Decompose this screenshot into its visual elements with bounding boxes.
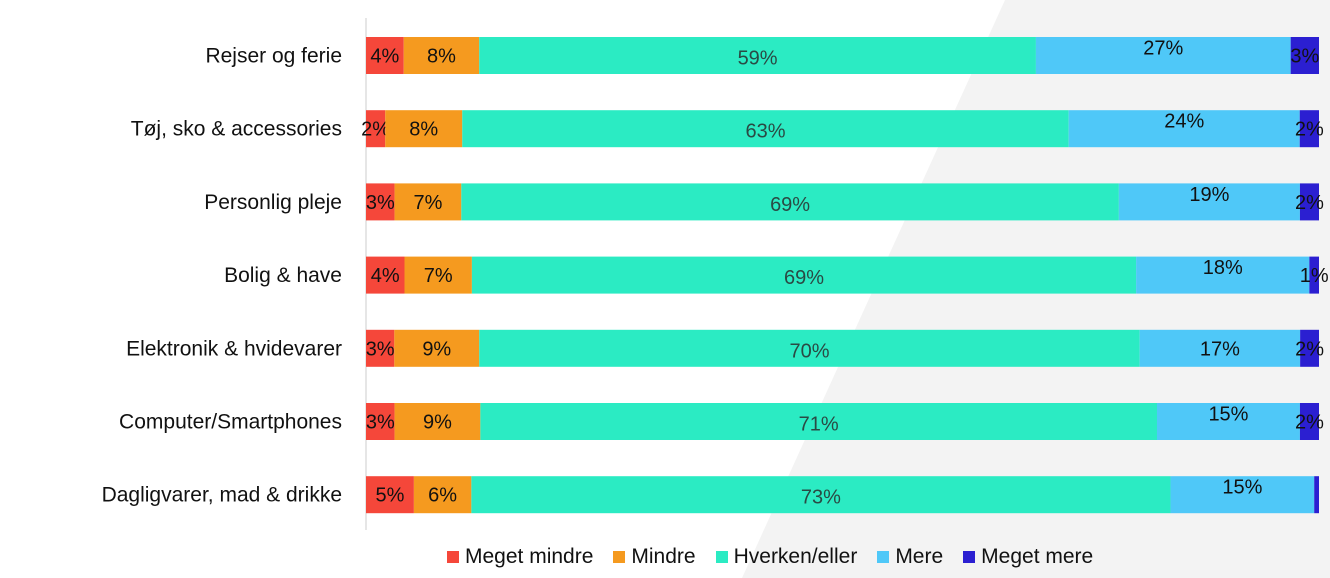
data-label: 7%	[413, 192, 442, 214]
legend-label: Meget mere	[981, 545, 1094, 568]
legend-label: Mindre	[631, 545, 696, 568]
legend-item: Mindre	[613, 545, 696, 569]
data-label: 9%	[423, 412, 452, 434]
data-label: 7%	[424, 265, 453, 287]
data-label: 15%	[1208, 404, 1248, 426]
bar-segment	[413, 476, 472, 514]
data-label: 3%	[366, 412, 395, 434]
category-label: Tøj, sko & accessories	[131, 118, 342, 141]
data-label: 6%	[428, 485, 457, 507]
data-label: 2%	[1295, 338, 1324, 360]
bars-group: Rejser og ferie 4% 8% 59% 27% 3% Tøj, sko & ac…	[102, 37, 1329, 514]
bar-segment	[404, 256, 472, 294]
bar-segment	[471, 476, 1171, 514]
category-label: Rejser og ferie	[205, 45, 342, 68]
bar-segment	[394, 403, 481, 440]
bar-segment	[471, 256, 1137, 294]
data-label: 8%	[427, 46, 456, 68]
data-label: 4%	[370, 46, 399, 68]
data-label: 69%	[770, 194, 810, 216]
bar-segment	[462, 110, 1069, 148]
data-label: 18%	[1203, 257, 1243, 279]
bar-segment	[1299, 183, 1319, 221]
bar-segment	[480, 403, 1157, 440]
category-label: Personlig pleje	[204, 191, 342, 214]
legend-swatch	[715, 551, 728, 563]
data-label: 1%	[1300, 265, 1329, 287]
data-label: 69%	[784, 267, 824, 289]
bar-segment	[1035, 37, 1291, 74]
bar-segment	[394, 329, 480, 367]
legend: Meget mindre Mindre Hverken/eller Mere Meget…	[447, 544, 1113, 570]
bar-segment	[1300, 329, 1319, 367]
data-label: 4%	[371, 265, 400, 287]
legend-label: Meget mindre	[465, 545, 594, 568]
data-label: 2%	[1295, 119, 1324, 141]
data-label: 19%	[1189, 184, 1229, 206]
data-label: 59%	[738, 48, 778, 70]
legend-swatch	[613, 551, 626, 563]
category-label: Bolig & have	[224, 264, 342, 287]
data-label: 73%	[801, 487, 841, 509]
legend-swatch	[447, 551, 459, 563]
legend-label: Mere	[895, 545, 944, 568]
data-label: 70%	[789, 340, 829, 362]
bar-segment	[394, 183, 462, 221]
data-label: 2%	[1295, 412, 1324, 434]
bar-segment	[1290, 37, 1319, 74]
category-label: Computer/Smartphones	[119, 411, 342, 434]
legend-item: Hverken/eller	[715, 545, 858, 569]
legend-item: Mere	[877, 545, 943, 569]
data-label: 15%	[1222, 477, 1262, 499]
data-label: 8%	[409, 119, 438, 141]
bar-segment	[366, 37, 404, 74]
legend-item: Meget mindre	[447, 545, 593, 569]
data-label: 5%	[375, 485, 404, 507]
data-label: 3%	[366, 338, 395, 360]
data-label: 27%	[1143, 38, 1183, 60]
bar-segment	[1299, 110, 1319, 148]
legend-swatch	[963, 551, 976, 563]
bar-segment	[385, 110, 463, 148]
bar-segment	[366, 329, 395, 367]
bar-segment	[366, 476, 414, 514]
bar-segment	[1299, 403, 1319, 440]
bar-segment	[479, 329, 1140, 367]
data-label: 9%	[422, 338, 451, 360]
data-label: 2%	[1295, 192, 1324, 214]
data-label: 17%	[1200, 338, 1240, 360]
bar-segment	[1309, 256, 1319, 294]
bar-segment	[479, 37, 1036, 74]
category-label: Elektronik & hvidevarer	[126, 337, 342, 360]
bar-segment	[461, 183, 1119, 221]
bar-segment	[403, 37, 480, 74]
data-label: 3%	[366, 192, 395, 214]
data-label: 24%	[1164, 111, 1204, 133]
legend-swatch	[877, 551, 890, 563]
bar-segment	[1156, 403, 1300, 440]
data-label: 3%	[1290, 46, 1319, 68]
data-label: 2%	[361, 119, 390, 141]
bar-segment	[1068, 110, 1300, 148]
bar-segment	[1139, 329, 1301, 367]
bar-segment	[366, 110, 386, 148]
legend-label: Hverken/eller	[733, 545, 858, 568]
bar-segment	[1118, 183, 1300, 221]
data-label: 71%	[799, 414, 839, 436]
bar-segment	[1136, 256, 1310, 294]
bar-segment	[366, 403, 395, 440]
data-label: 63%	[745, 121, 785, 143]
bar-segment	[366, 256, 405, 294]
bar-segment	[366, 183, 395, 221]
category-label: Dagligvarer, mad & drikke	[102, 484, 342, 507]
bar-segment	[1314, 476, 1319, 514]
bar-segment	[1170, 476, 1315, 514]
legend-item: Meget mere	[963, 545, 1093, 569]
